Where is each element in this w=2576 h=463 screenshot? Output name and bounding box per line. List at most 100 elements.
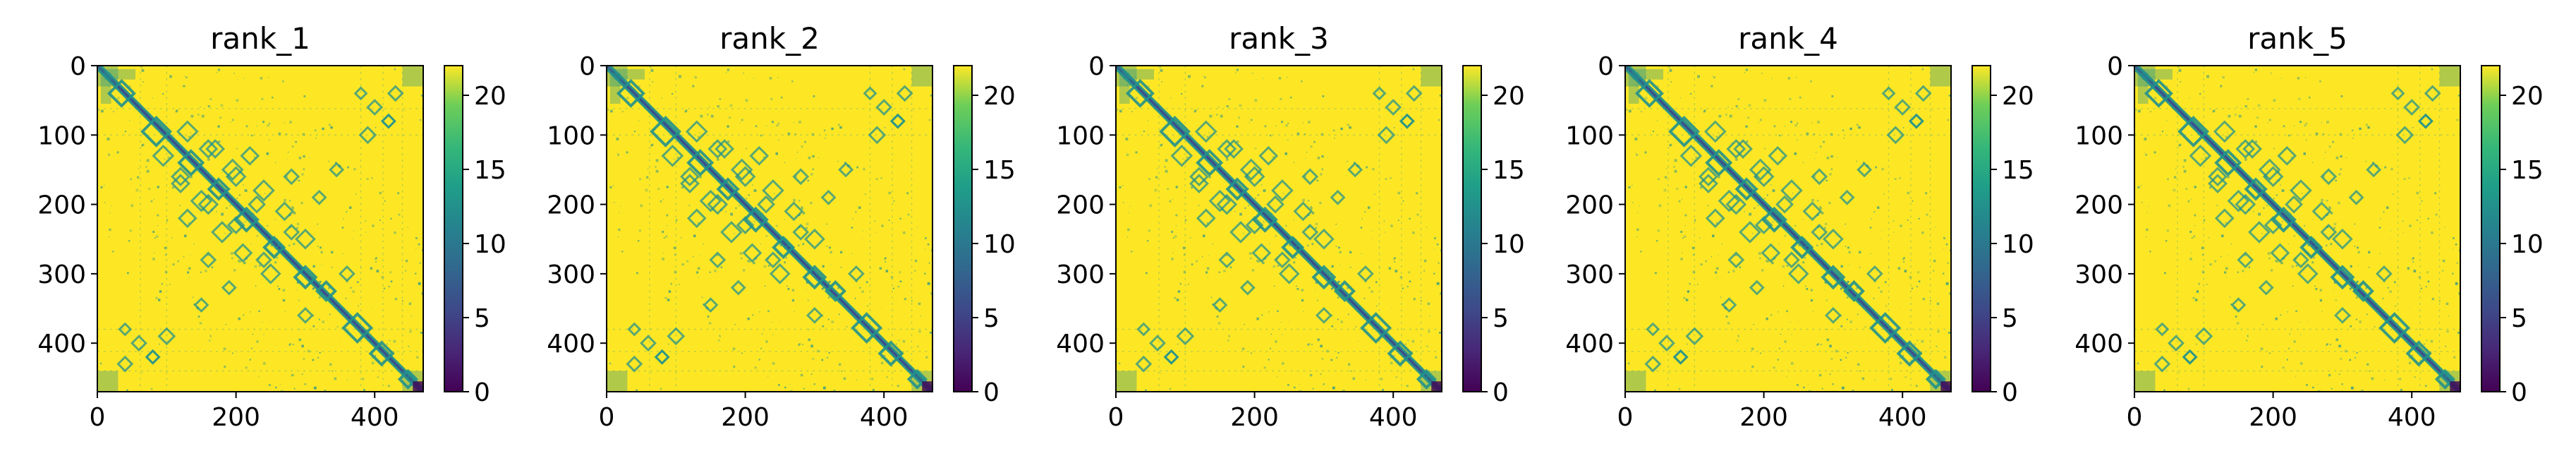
heatmap-cell <box>2422 359 2424 361</box>
heatmap-loop <box>2424 85 2441 102</box>
heatmap-cell <box>2326 343 2329 345</box>
heatmap-cell <box>408 302 412 306</box>
heatmap-cell <box>1749 212 1752 216</box>
heatmap-cell <box>1270 333 1272 335</box>
heatmap-cell <box>382 361 384 363</box>
heatmap-cell <box>1734 196 1737 198</box>
heatmap-diamond <box>906 368 928 390</box>
heatmap-cell <box>189 183 190 184</box>
heatmap-loop <box>353 86 368 101</box>
heatmap-cell <box>1236 125 1239 128</box>
heatmap-cell <box>884 354 886 356</box>
heatmap-loop <box>1753 166 1775 188</box>
heatmap-cell <box>1278 77 1282 80</box>
heatmap-cell <box>2438 300 2441 302</box>
heatmap-cell <box>262 362 266 365</box>
heatmap-cell <box>268 383 271 386</box>
heatmap-cell <box>1849 127 1852 131</box>
heatmap-contacts <box>607 66 932 392</box>
heatmap-cell <box>2144 138 2147 140</box>
heatmap-cell <box>1176 225 1177 227</box>
heatmap-cell <box>1752 232 1754 234</box>
heatmap-cell <box>753 261 755 265</box>
heatmap-cell <box>893 200 895 202</box>
heatmap-cell <box>304 383 306 385</box>
heatmap-cell <box>1320 133 1324 136</box>
heatmap-cell <box>1742 157 1744 159</box>
heatmap-loop <box>240 145 260 166</box>
heatmap-cell <box>1829 373 1831 375</box>
heatmap-loop <box>654 349 670 365</box>
heatmap-cell <box>1268 311 1270 313</box>
heatmap-cell <box>2333 222 2337 226</box>
y-tick-label: 100 <box>1056 121 1105 150</box>
heatmap-cell <box>2351 129 2354 132</box>
heatmap-cell <box>803 387 805 390</box>
colorbar-tick-label: 0 <box>1493 378 1509 407</box>
heatmap-loop <box>2375 265 2393 282</box>
heatmap-cell <box>2367 126 2370 129</box>
heatmap-cell <box>188 222 190 224</box>
heatmap-diamond <box>107 78 136 108</box>
heatmap-cell <box>1711 255 1713 258</box>
heatmap-cell <box>1914 343 1916 345</box>
heatmap-cell <box>353 167 356 171</box>
heatmap-cell <box>916 227 918 228</box>
heatmap-cell <box>892 287 894 289</box>
y-tick-label: 0 <box>579 52 595 81</box>
y-tick-label: 200 <box>547 191 595 220</box>
heatmap-loop <box>1189 167 1209 187</box>
heatmap-cell <box>177 260 180 263</box>
heatmap-loop <box>1136 322 1151 337</box>
heatmap-cell <box>2211 172 2213 174</box>
heatmap-cell <box>1380 378 1383 380</box>
heatmap-cell <box>1936 302 1940 306</box>
heatmap-cell <box>1790 121 1793 124</box>
heatmap-cell <box>203 142 205 144</box>
heatmap-cell <box>1305 158 1306 160</box>
heatmap-cell <box>328 160 330 162</box>
heatmap-cell <box>278 288 281 290</box>
heatmap-cell <box>2284 218 2286 220</box>
heatmap-cell <box>363 389 365 391</box>
heatmap-loop <box>2320 223 2338 241</box>
heatmap-cell <box>1383 220 1385 222</box>
heatmap-cell <box>1691 246 1695 250</box>
heatmap-cell <box>278 132 281 136</box>
heatmap-cell <box>1384 232 1385 233</box>
heatmap-cell <box>193 243 195 245</box>
colorbar-frame <box>1462 65 1482 392</box>
heatmap-cell <box>1353 162 1356 164</box>
heatmap-cell <box>2384 166 2386 169</box>
heatmap-cell <box>1758 257 1761 260</box>
heatmap-cell <box>827 296 830 299</box>
heatmap-cell <box>2414 376 2416 378</box>
heatmap-cell <box>1342 390 1345 392</box>
heatmap-cell <box>765 340 768 343</box>
heatmap-cell <box>1352 377 1356 380</box>
heatmap-cell <box>650 66 652 68</box>
heatmap-cell <box>1780 333 1781 335</box>
heatmap-cell <box>1713 76 1715 79</box>
heatmap-cell <box>2431 231 2434 234</box>
heatmap-cell <box>1379 267 1380 269</box>
heatmap-cell <box>1727 322 1730 325</box>
heatmap-cell <box>375 257 377 259</box>
heatmap-cell <box>1347 124 1349 126</box>
x-tick-label: 0 <box>90 403 106 432</box>
heatmap-loop <box>1780 179 1803 202</box>
heatmap-cell <box>157 225 159 227</box>
heatmap-cell <box>855 279 858 283</box>
heatmap-cell <box>291 145 294 148</box>
heatmap-cell <box>739 121 741 123</box>
heatmap-cell <box>2350 325 2352 327</box>
heatmap-cell <box>1916 339 1919 342</box>
heatmap-diamond <box>742 206 769 233</box>
heatmap-cell <box>2178 144 2181 147</box>
heatmap-cell <box>2244 104 2247 108</box>
heatmap-cell <box>875 178 877 180</box>
heatmap-cell <box>693 76 695 77</box>
heatmap-cell <box>236 198 238 200</box>
heatmap-cell <box>1757 205 1759 207</box>
heatmap-cell <box>1945 282 1949 285</box>
